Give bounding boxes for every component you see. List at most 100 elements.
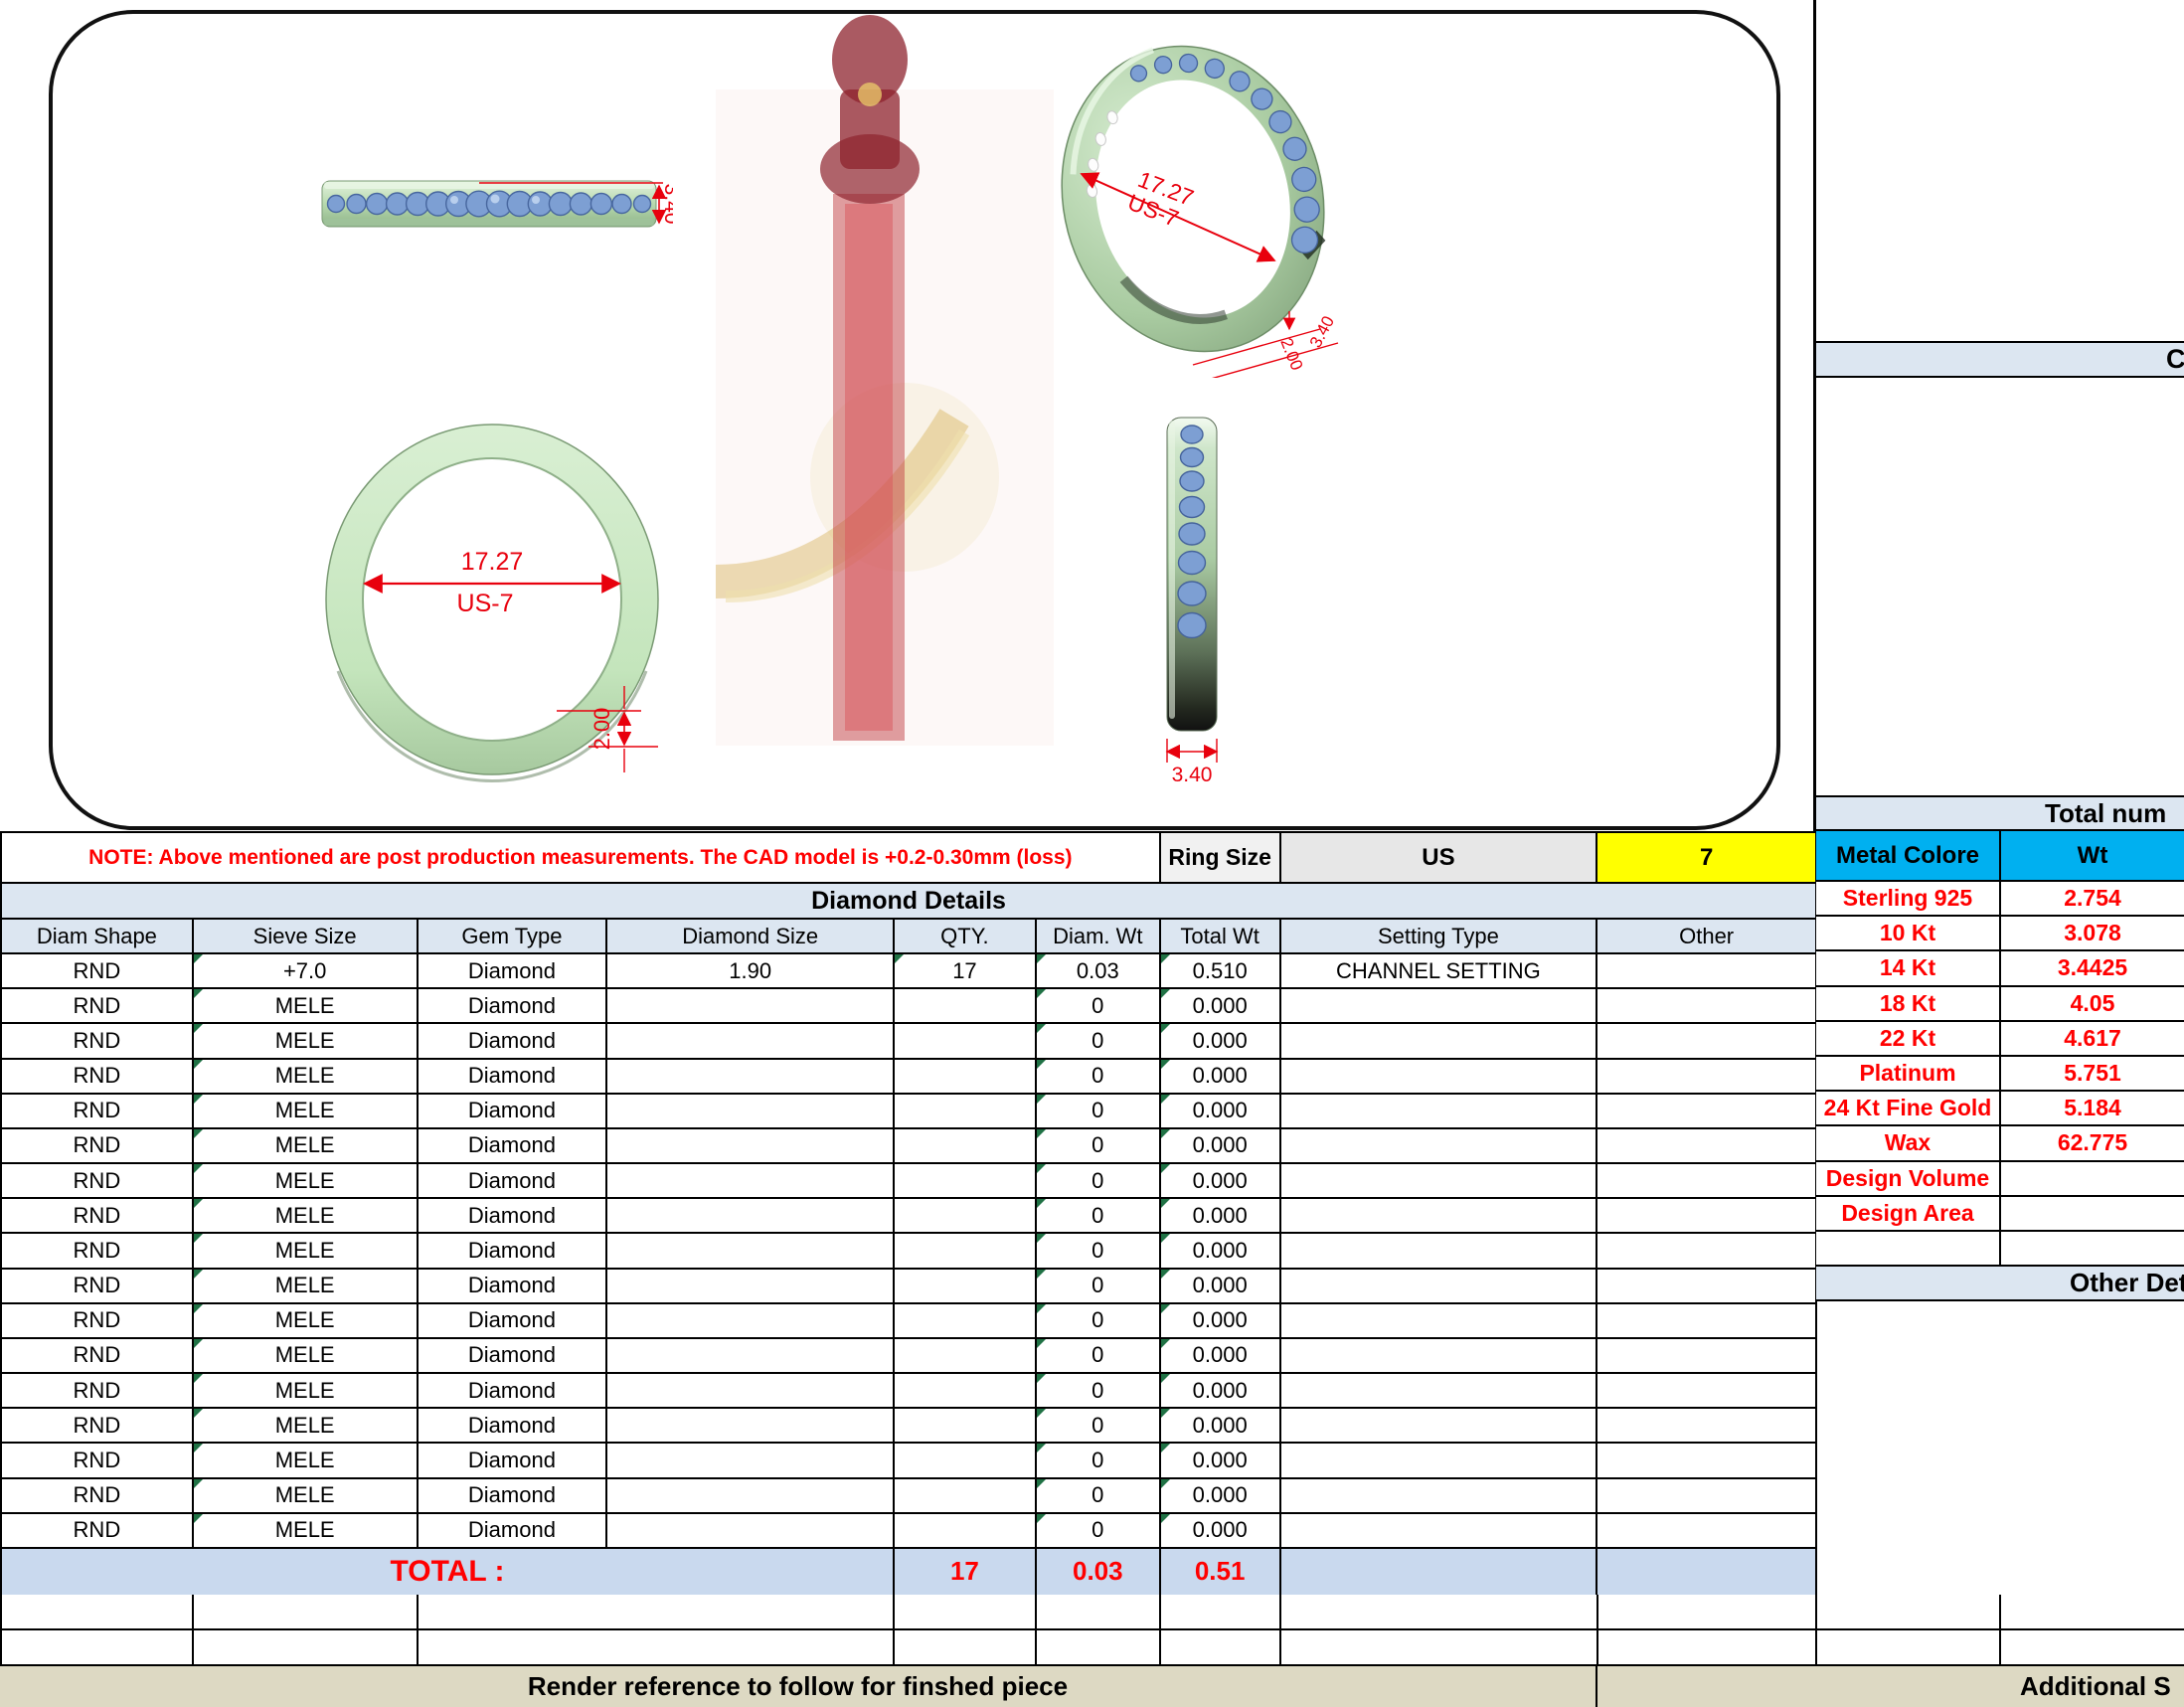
cell-total-wt[interactable]: 0.000 [1160, 1128, 1281, 1165]
metal-name-cell[interactable]: Design Area [1816, 1196, 2001, 1232]
metal-wt-cell[interactable]: 3.078 [2001, 917, 2184, 952]
cell-gem-type[interactable]: Diamond [418, 1199, 608, 1235]
metal-empty-cell[interactable] [2001, 1231, 2184, 1268]
cell-diam-shape[interactable]: RND [2, 954, 194, 990]
cell-diam-wt[interactable]: 0 [1036, 1303, 1161, 1339]
metal-wt-cell[interactable]: 5.751 [2001, 1056, 2184, 1093]
cell-sieve-size[interactable]: MELE [193, 1374, 419, 1410]
cell-sieve-size[interactable]: MELE [193, 1094, 419, 1129]
cell-qty[interactable] [895, 1478, 1037, 1514]
cell-diam-shape[interactable]: RND [2, 1059, 194, 1095]
empty-cell[interactable] [418, 1595, 896, 1630]
cell-qty[interactable] [895, 1409, 1037, 1445]
cell-setting-type[interactable] [1280, 1478, 1598, 1514]
cell-other[interactable] [1597, 1303, 1818, 1339]
empty-cell[interactable] [1160, 1595, 1281, 1630]
cell-diamond-size[interactable] [607, 1409, 896, 1445]
cell-setting-type[interactable] [1280, 1409, 1598, 1445]
cell-diamond-size[interactable] [607, 1374, 896, 1410]
cell-diam-wt[interactable]: 0 [1036, 1199, 1161, 1235]
cell-diamond-size[interactable] [607, 1059, 896, 1095]
cell-setting-type[interactable] [1280, 1338, 1598, 1375]
cell-sieve-size[interactable]: MELE [193, 1478, 419, 1514]
cell-total-wt[interactable]: 0.000 [1160, 1478, 1281, 1514]
cell-other[interactable] [1597, 1128, 1818, 1165]
cell-diam-wt[interactable]: 0 [1036, 1478, 1161, 1514]
cell-qty[interactable] [895, 1234, 1037, 1270]
metal-name-cell[interactable]: 22 Kt [1816, 1021, 2001, 1057]
cell-total-wt[interactable]: 0.000 [1160, 1338, 1281, 1375]
cell-total-wt[interactable]: 0.000 [1160, 1164, 1281, 1200]
cell-total-wt[interactable]: 0.000 [1160, 1199, 1281, 1235]
cell-other[interactable] [1597, 1409, 1818, 1445]
empty-cell[interactable] [193, 1630, 419, 1666]
cell-total-wt[interactable]: 0.000 [1160, 1513, 1281, 1549]
cell-sieve-size[interactable]: MELE [193, 989, 419, 1025]
ring-size-value-cell[interactable]: 7 [1597, 833, 1818, 884]
cell-gem-type[interactable]: Diamond [418, 1128, 608, 1165]
cell-diamond-size[interactable] [607, 1444, 896, 1479]
empty-cell[interactable] [2001, 1595, 2184, 1630]
cell-setting-type[interactable] [1280, 989, 1598, 1025]
cell-setting-type[interactable] [1280, 1269, 1598, 1304]
empty-cell[interactable] [1037, 1630, 1161, 1666]
cell-setting-type[interactable] [1280, 1444, 1598, 1479]
cell-diam-shape[interactable]: RND [2, 1303, 194, 1339]
cell-diam-shape[interactable]: RND [2, 1513, 194, 1549]
cell-diamond-size[interactable] [607, 1338, 896, 1375]
cell-total-wt[interactable]: 0.000 [1160, 1374, 1281, 1410]
cell-diam-shape[interactable]: RND [2, 1409, 194, 1445]
cell-setting-type[interactable] [1280, 1128, 1598, 1165]
cell-diam-wt[interactable]: 0 [1036, 1444, 1161, 1479]
cell-diam-shape[interactable]: RND [2, 1024, 194, 1060]
metal-wt-cell[interactable] [2001, 1196, 2184, 1232]
cell-sieve-size[interactable]: MELE [193, 1024, 419, 1060]
metal-wt-cell[interactable] [2001, 1161, 2184, 1197]
empty-cell[interactable] [2, 1595, 194, 1630]
cell-setting-type[interactable] [1280, 1234, 1598, 1270]
cell-gem-type[interactable]: Diamond [418, 1338, 608, 1375]
total-wt-cell[interactable]: 0.51 [1160, 1548, 1281, 1597]
empty-cell[interactable] [1817, 1630, 2002, 1666]
empty-cell[interactable] [1597, 1630, 1818, 1666]
cell-total-wt[interactable]: 0.000 [1160, 1444, 1281, 1479]
cell-setting-type[interactable] [1280, 1059, 1598, 1095]
cell-setting-type[interactable] [1280, 1024, 1598, 1060]
empty-cell[interactable] [193, 1595, 419, 1630]
cell-gem-type[interactable]: Diamond [418, 1269, 608, 1304]
cell-setting-type[interactable] [1280, 1513, 1598, 1549]
metal-name-cell[interactable]: 24 Kt Fine Gold [1816, 1092, 2001, 1127]
cell-gem-type[interactable]: Diamond [418, 1164, 608, 1200]
cell-diam-wt[interactable]: 0 [1036, 1374, 1161, 1410]
cell-other[interactable] [1597, 1513, 1818, 1549]
cell-diamond-size[interactable] [607, 1199, 896, 1235]
cell-sieve-size[interactable]: MELE [193, 1128, 419, 1165]
cell-setting-type[interactable] [1280, 1164, 1598, 1200]
cell-sieve-size[interactable]: +7.0 [193, 954, 419, 990]
cell-diamond-size[interactable] [607, 1234, 896, 1270]
cell-gem-type[interactable]: Diamond [418, 1059, 608, 1095]
cell-diam-wt[interactable]: 0 [1036, 1338, 1161, 1375]
cell-qty[interactable] [895, 1303, 1037, 1339]
cell-sieve-size[interactable]: MELE [193, 1199, 419, 1235]
metal-name-cell[interactable]: Design Volume [1816, 1161, 2001, 1197]
metal-name-cell[interactable]: Platinum [1816, 1056, 2001, 1093]
cell-setting-type[interactable]: CHANNEL SETTING [1280, 954, 1598, 990]
empty-cell[interactable] [1597, 1595, 1818, 1630]
cell-sieve-size[interactable]: MELE [193, 1303, 419, 1339]
cell-diam-wt[interactable]: 0 [1036, 989, 1161, 1025]
cell-qty[interactable] [895, 1059, 1037, 1095]
cell-diam-shape[interactable]: RND [2, 1199, 194, 1235]
cell-total-wt[interactable]: 0.000 [1160, 1234, 1281, 1270]
cell-diam-shape[interactable]: RND [2, 989, 194, 1025]
cell-qty[interactable]: 17 [895, 954, 1037, 990]
metal-name-cell[interactable]: 14 Kt [1816, 951, 2001, 987]
cell-sieve-size[interactable]: MELE [193, 1234, 419, 1270]
metal-wt-cell[interactable]: 4.05 [2001, 986, 2184, 1022]
cell-qty[interactable] [895, 989, 1037, 1025]
empty-cell[interactable] [418, 1630, 896, 1666]
cell-diam-wt[interactable]: 0 [1036, 1164, 1161, 1200]
cell-total-wt[interactable]: 0.000 [1160, 1059, 1281, 1095]
cell-other[interactable] [1597, 1024, 1818, 1060]
cell-other[interactable] [1597, 1338, 1818, 1375]
